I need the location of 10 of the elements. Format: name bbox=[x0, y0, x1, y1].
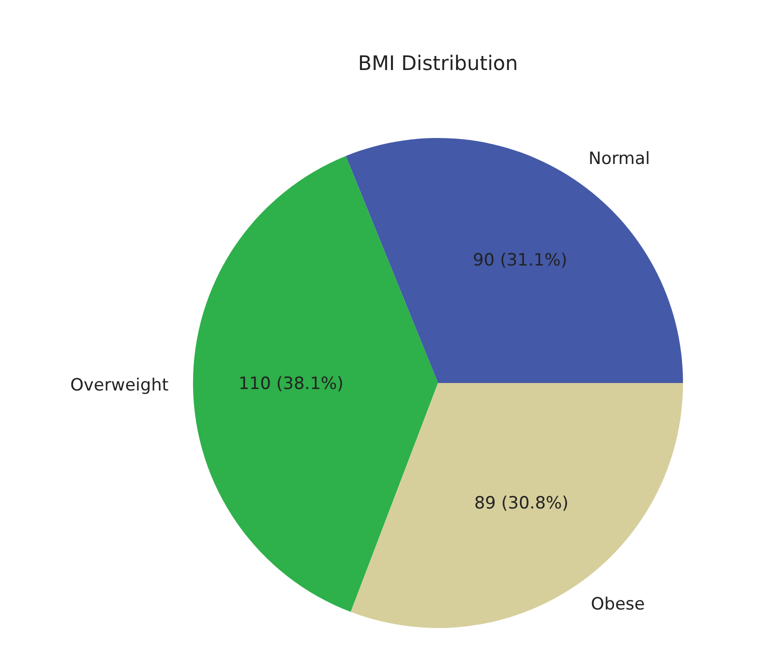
pie-slice bbox=[346, 138, 683, 383]
pie-slice bbox=[350, 383, 683, 628]
chart-title: BMI Distribution bbox=[358, 51, 518, 75]
slice-label: Normal bbox=[588, 149, 650, 170]
pie-slice bbox=[193, 156, 438, 612]
slice-label: Obese bbox=[590, 594, 645, 615]
data-label: 110 (38.1%) bbox=[238, 374, 344, 394]
data-label: 89 (30.8%) bbox=[474, 494, 569, 514]
data-label: 90 (31.1%) bbox=[472, 250, 568, 271]
slice-label: Overweight bbox=[70, 376, 169, 396]
